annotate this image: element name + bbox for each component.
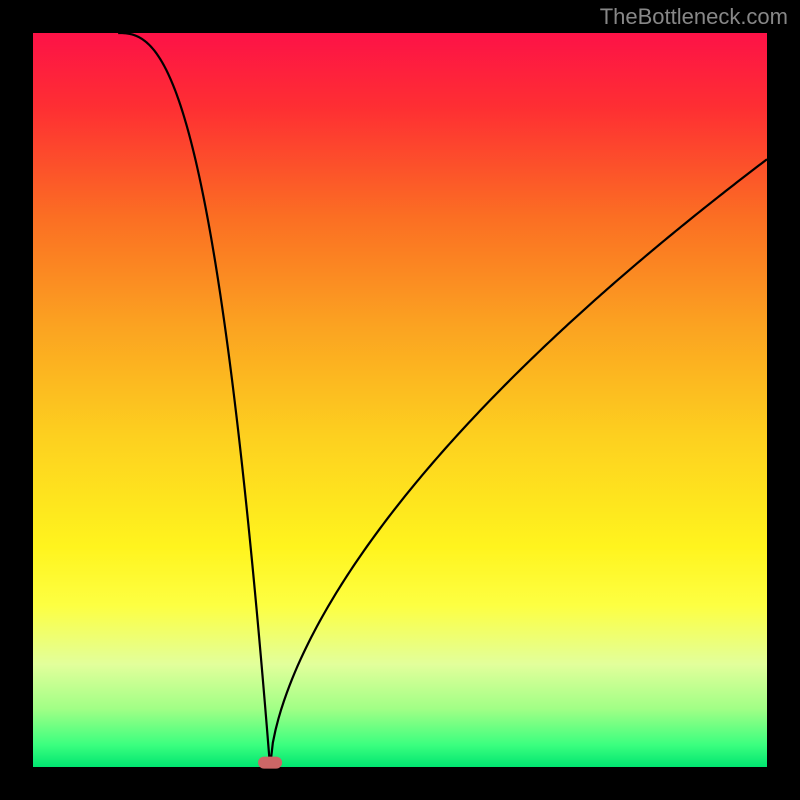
chart-container: TheBottleneck.com xyxy=(0,0,800,800)
min-point-marker xyxy=(258,757,282,769)
watermark-text: TheBottleneck.com xyxy=(600,4,788,30)
bottleneck-chart xyxy=(0,0,800,800)
